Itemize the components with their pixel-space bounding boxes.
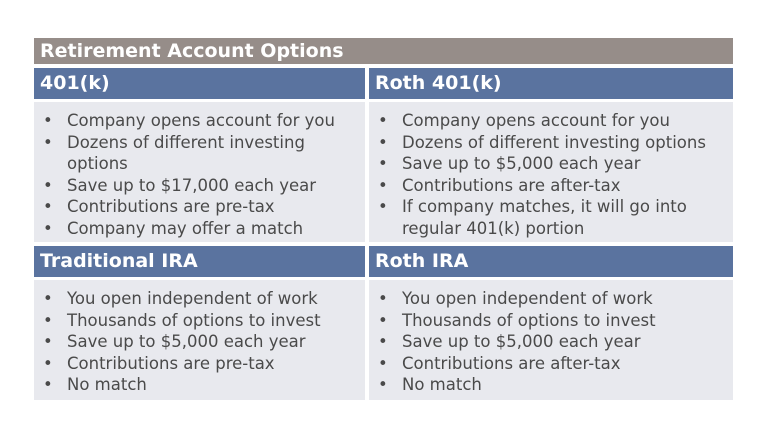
list-item: Save up to $5,000 each year (34, 331, 365, 353)
body-401k: Company opens account for you Dozens of … (34, 102, 365, 242)
list-item: Dozens of different investing options (34, 132, 365, 175)
list-item: No match (369, 374, 733, 396)
header-traditional-ira: Traditional IRA (34, 246, 365, 277)
list-item: Dozens of different investing options (369, 132, 733, 154)
list-item: No match (34, 374, 365, 396)
list-item: Contributions are after-tax (369, 175, 733, 197)
list-item: If company matches, it will go into regu… (369, 196, 733, 239)
header-roth-ira: Roth IRA (369, 246, 733, 277)
list-item: Contributions are pre-tax (34, 353, 365, 375)
list-item: You open independent of work (369, 288, 733, 310)
body-roth-ira: You open independent of work Thousands o… (369, 280, 733, 400)
list-item: You open independent of work (34, 288, 365, 310)
list-item: Thousands of options to invest (369, 310, 733, 332)
list-item: Save up to $5,000 each year (369, 153, 733, 175)
list-item: Contributions are after-tax (369, 353, 733, 375)
header-roth-401k: Roth 401(k) (369, 68, 733, 99)
header-401k: 401(k) (34, 68, 365, 99)
list-item: Thousands of options to invest (34, 310, 365, 332)
list-item: Contributions are pre-tax (34, 196, 365, 218)
list-item: Company opens account for you (34, 110, 365, 132)
body-roth-401k: Company opens account for you Dozens of … (369, 102, 733, 242)
list-item: Save up to $5,000 each year (369, 331, 733, 353)
list-item: Company may offer a match (34, 218, 365, 240)
table-title: Retirement Account Options (34, 38, 733, 64)
list-item: Save up to $17,000 each year (34, 175, 365, 197)
list-item: Company opens account for you (369, 110, 733, 132)
body-traditional-ira: You open independent of work Thousands o… (34, 280, 365, 400)
